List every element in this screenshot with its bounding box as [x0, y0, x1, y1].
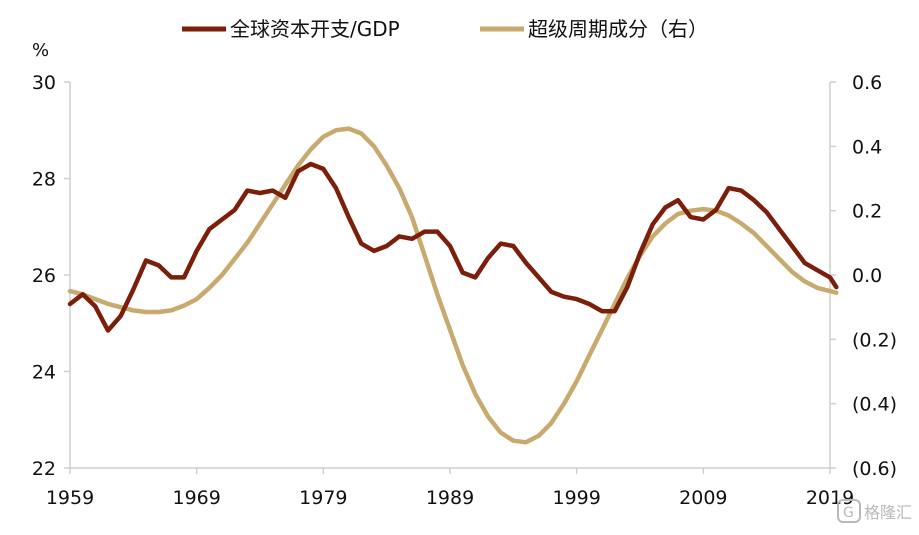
watermark-text: 格隆汇 — [864, 503, 912, 522]
right-tick-label: (0.6) — [852, 458, 897, 480]
x-tick-label: 1979 — [299, 487, 347, 509]
series-line-capex-gdp — [67, 161, 839, 333]
left-tick-label: 24 — [32, 362, 56, 384]
right-tick-label: 0.6 — [852, 72, 882, 94]
watermark: G 格隆汇 — [837, 499, 912, 523]
x-axis-ticks: 1959 1969 1979 1989 1999 2009 2019 — [46, 468, 854, 509]
left-tick-label: 26 — [32, 265, 56, 287]
x-tick-label: 1999 — [552, 487, 600, 509]
left-tick-label: 30 — [32, 72, 56, 94]
x-tick-label: 1989 — [426, 487, 474, 509]
right-tick-label: 0.4 — [852, 136, 882, 158]
left-axis-unit: % — [32, 40, 49, 61]
left-tick-label: 28 — [32, 169, 56, 191]
gelonghui-logo-icon — [837, 499, 861, 523]
x-tick-label: 2009 — [679, 487, 727, 509]
right-tick-label: 0.0 — [852, 265, 882, 287]
right-tick-label: (0.4) — [852, 394, 897, 416]
legend: 全球资本开支/GDP 超级周期成分（右） — [182, 17, 708, 41]
right-tick-label: 0.2 — [852, 201, 882, 223]
gelonghui-logo-glyph: G — [843, 505, 854, 521]
left-axis-ticks: 22 24 26 28 30 — [32, 72, 70, 480]
series-layer — [67, 126, 839, 445]
left-tick-label: 22 — [32, 458, 56, 480]
right-tick-label: (0.2) — [852, 329, 897, 351]
x-tick-label: 1969 — [172, 487, 220, 509]
series-line-supercycle — [67, 126, 839, 445]
x-tick-label: 2019 — [806, 487, 854, 509]
right-axis-ticks: 0.6 0.4 0.2 0.0 (0.2) (0.4) (0.6) — [830, 72, 897, 480]
legend-label-supercycle: 超级周期成分（右） — [528, 17, 708, 41]
x-tick-label: 1959 — [46, 487, 94, 509]
legend-label-capex: 全球资本开支/GDP — [230, 17, 400, 41]
